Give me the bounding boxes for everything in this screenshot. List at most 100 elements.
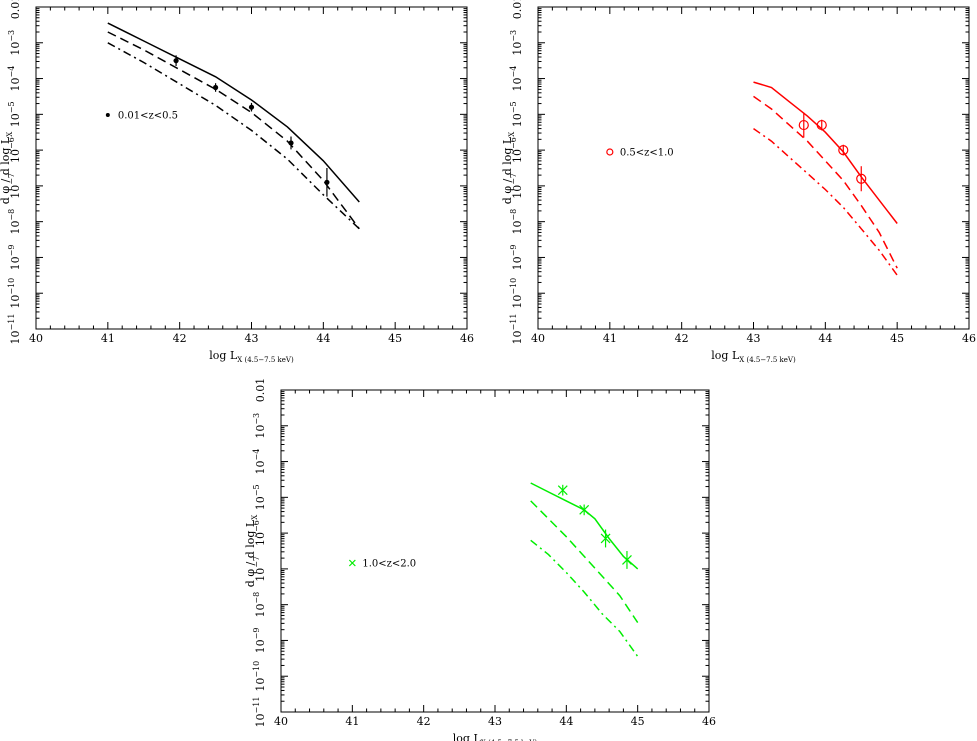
y-tick-label: 10−10: [7, 278, 22, 309]
x-tick-label: 42: [173, 332, 187, 345]
cross-stroke: [622, 555, 632, 565]
x-tick-label: 45: [631, 715, 645, 728]
y-tick-label: 0.01: [254, 378, 267, 403]
y-tick-label: 10−11: [252, 697, 267, 728]
y-tick-base: 10: [511, 256, 524, 270]
y-tick-label: 10−4: [252, 449, 267, 475]
x-axis-title-main: log L: [711, 349, 740, 362]
y-tick-base: 10: [9, 256, 22, 270]
y-axis-title-sub: X: [508, 132, 516, 137]
y-tick-exponent: −3: [7, 30, 16, 42]
series-line-dashed: [107, 31, 360, 230]
y-tick-base: 10: [9, 113, 22, 127]
y-tick-base: 10: [511, 113, 524, 127]
data-point: [557, 485, 568, 496]
x-tick-label: 41: [345, 715, 359, 728]
x-tick-label: 43: [245, 332, 259, 345]
legend-marker: [348, 559, 356, 567]
x-tick-label: 44: [559, 715, 573, 728]
y-tick-label: 10−9: [7, 245, 22, 271]
y-tick-exponent: −8: [7, 209, 16, 221]
y-tick-exponent: −10: [509, 278, 518, 295]
y-tick-exponent: −5: [7, 101, 16, 113]
x-tick-label: 43: [488, 715, 502, 728]
y-tick-label: 10−9: [252, 628, 267, 654]
x-tick-label: 45: [890, 332, 904, 345]
y-tick-exponent: −11: [509, 314, 518, 331]
data-point: [798, 119, 809, 131]
data-point: [248, 104, 255, 110]
data-point: [324, 179, 330, 185]
x-axis-title-main: log L: [209, 349, 238, 362]
y-tick-exponent: −11: [7, 314, 16, 331]
data-point: [838, 145, 849, 156]
y-tick-label: 10−7: [252, 556, 267, 582]
x-tick-label: 41: [101, 332, 115, 345]
y-tick-label: 10−8: [509, 209, 524, 235]
legend-label: 0.01<z<0.5: [118, 111, 178, 122]
y-tick-exponent: −9: [509, 245, 518, 257]
x-tick-label: 42: [675, 332, 689, 345]
plot-frame: [35, 6, 468, 330]
y-tick-exponent: −4: [252, 449, 261, 461]
y-tick-base: 10: [511, 149, 524, 163]
y-tick-base: 10: [9, 330, 22, 344]
cross-stroke: [557, 485, 568, 496]
y-tick-label: 10−6: [7, 137, 22, 163]
y-tick-base: 10: [511, 295, 524, 309]
y-tick-exponent: −5: [252, 484, 261, 496]
x-tick-label: 40: [29, 332, 43, 345]
y-tick-label: 10−10: [509, 278, 524, 309]
plot-frame: [280, 389, 710, 713]
y-tick-label: 0.01: [9, 0, 22, 19]
x-axis-title: log LX (4.5−7.5 keV): [209, 349, 294, 364]
y-tick-base: 10: [254, 678, 267, 692]
y-tick-exponent: −10: [7, 278, 16, 295]
cross-stroke: [579, 504, 590, 515]
y-tick-base: 10: [9, 221, 22, 235]
y-tick-base: 10: [254, 496, 267, 510]
cross-stroke: [600, 533, 611, 544]
x-tick-label: 44: [818, 332, 832, 345]
series-line-dashed: [753, 95, 898, 269]
y-tick-exponent: −5: [509, 101, 518, 113]
y-tick-base: 10: [254, 604, 267, 618]
y-tick-base: 10: [9, 185, 22, 199]
y-tick-label: 10−6: [509, 137, 524, 163]
y-tick-base: 10: [511, 330, 524, 344]
data-point: [816, 119, 827, 131]
y-axis-title-sub: X: [6, 132, 14, 137]
data-point: [288, 140, 294, 146]
x-axis-title: log LX (4.5−7.5 keV): [453, 732, 538, 741]
chart-panel-2: 40 41 42 43 44 45 4610−1110−1010−910−810−710−6…: [501, 0, 976, 364]
series-line-solid: [107, 22, 360, 203]
y-tick-label: 10−3: [509, 30, 524, 56]
y-tick-exponent: −3: [509, 30, 518, 42]
y-tick-label: 10−5: [252, 484, 267, 510]
data-point: [579, 504, 590, 515]
y-axis-title-main: d φ / d log L: [244, 519, 257, 587]
data-point: [212, 84, 219, 91]
x-tick-label: 42: [417, 715, 431, 728]
y-tick-base: 10: [511, 42, 524, 56]
series-line-dashdot: [753, 127, 898, 276]
y-tick-label: 10−7: [509, 173, 524, 199]
y-tick-label: 10−4: [7, 66, 22, 92]
x-tick-label: 43: [747, 332, 761, 345]
y-tick-exponent: −9: [7, 245, 16, 257]
legend-marker: [105, 113, 110, 117]
y-tick-base: 10: [511, 77, 524, 91]
x-axis-title: log LX (4.5−7.5 keV): [711, 349, 796, 364]
cross-stroke: [348, 559, 356, 567]
y-axis-title-main: d φ / d log L: [501, 136, 514, 204]
y-tick-label: 10−10: [252, 661, 267, 692]
series-line-solid: [753, 81, 898, 224]
y-tick-base: 10: [511, 185, 524, 199]
y-axis-title-main: d φ / d log L: [0, 136, 12, 204]
y-tick-base: 10: [9, 77, 22, 91]
y-tick-base: 0.01: [254, 378, 267, 403]
chart-panel-1: 40 41 42 43 44 45 4610−1110−1010−910−810−710−6…: [0, 0, 474, 364]
x-tick-label: 45: [388, 332, 402, 345]
x-tick-label: 41: [603, 332, 617, 345]
